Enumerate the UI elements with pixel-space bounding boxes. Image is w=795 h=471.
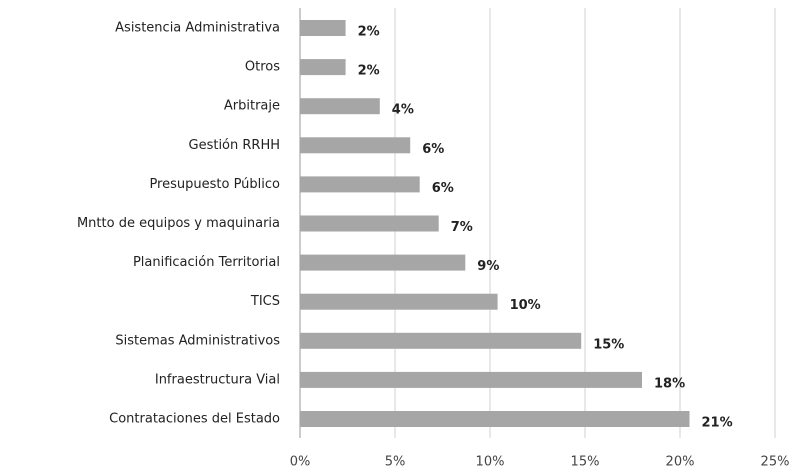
bar: [300, 59, 346, 76]
bar: [300, 98, 380, 115]
data-label: 6%: [432, 181, 454, 196]
bar: [300, 411, 690, 427]
bar: [300, 332, 582, 349]
data-label: 15%: [593, 337, 624, 352]
bar: [300, 371, 642, 388]
y-tick-label: Mntto de equipos y maquinaria: [77, 216, 280, 231]
x-tick-label: 5%: [385, 455, 406, 470]
y-tick-label: Gestión RRHH: [189, 138, 281, 153]
y-tick-label: Presupuesto Público: [149, 177, 280, 192]
bar: [300, 215, 439, 232]
bar: [300, 20, 346, 36]
x-tick-label: 20%: [666, 455, 695, 470]
data-label: 6%: [422, 142, 444, 157]
x-tick-label: 15%: [571, 455, 600, 470]
bar: [300, 254, 466, 271]
y-tick-label: Planificación Territorial: [133, 255, 280, 270]
data-label: 21%: [702, 416, 733, 431]
y-tick-label: Asistencia Administrativa: [115, 21, 280, 36]
y-tick-label: Arbitraje: [224, 99, 280, 114]
bar: [300, 176, 420, 193]
data-label: 2%: [358, 64, 380, 79]
y-tick-label: Otros: [245, 60, 280, 75]
data-label: 7%: [451, 220, 473, 235]
bar: [300, 293, 498, 310]
data-label: 4%: [392, 103, 414, 118]
y-tick-label: Infraestructura Vial: [155, 372, 280, 387]
x-tick-label: 25%: [761, 455, 790, 470]
y-tick-label: Sistemas Administrativos: [115, 333, 280, 348]
y-tick-label: Contrataciones del Estado: [109, 412, 280, 427]
data-label: 10%: [510, 298, 541, 313]
data-label: 2%: [358, 25, 380, 40]
y-tick-label: TICS: [250, 294, 280, 309]
x-tick-label: 10%: [476, 455, 505, 470]
data-label: 9%: [477, 259, 499, 274]
bar: [300, 137, 411, 154]
data-label: 18%: [654, 376, 685, 391]
x-tick-label: 0%: [290, 455, 311, 470]
